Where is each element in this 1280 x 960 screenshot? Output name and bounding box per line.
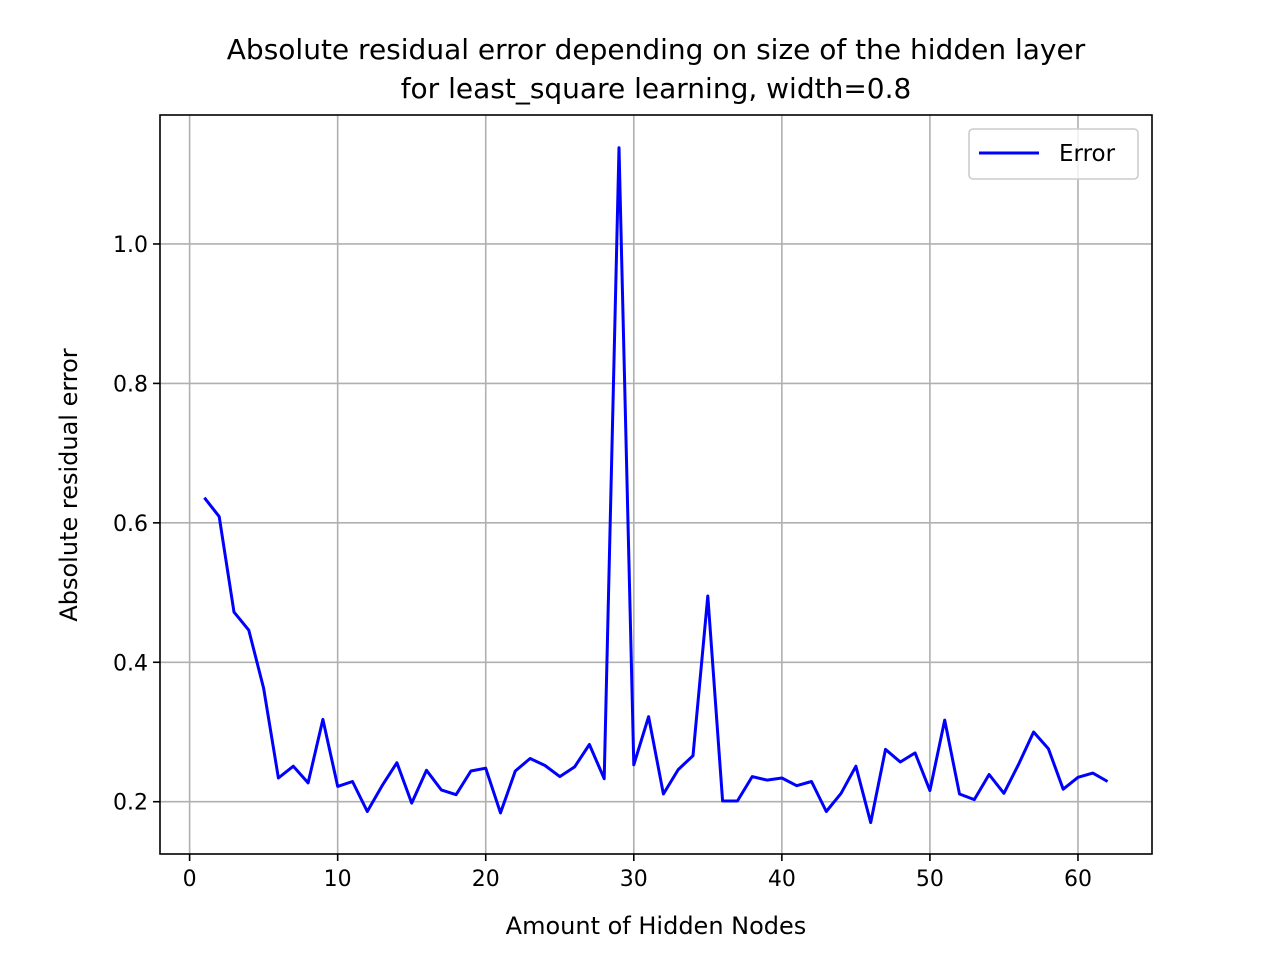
x-tick-label: 50 [916,867,944,892]
x-tick-label: 30 [620,867,648,892]
x-tick-label: 0 [183,867,197,892]
legend-box [968,128,1139,180]
y-axis: 0.2 0.4 0.6 0.8 1.0 [113,233,160,816]
plot-frame [159,114,1153,855]
y-tick-label: 0.2 [113,791,148,816]
y-tick-label: 0.8 [113,372,148,397]
grid [160,115,1152,854]
series-layer [203,146,1109,825]
series-line-error [203,146,1109,825]
x-tick-label: 10 [324,867,352,892]
x-axis-label: Amount of Hidden Nodes [506,912,807,940]
x-tick-label: 60 [1064,867,1092,892]
y-tick-label: 0.4 [113,651,148,676]
y-tick-label: 0.6 [113,512,148,537]
legend-label-error: Error [1059,141,1116,167]
y-axis-label: Absolute residual error [55,348,83,621]
chart-subtitle: for least_square learning, width=0.8 [401,72,912,105]
x-axis: 0 10 20 30 40 50 60 [183,854,1092,892]
x-tick-label: 40 [768,867,796,892]
x-tick-label: 20 [472,867,500,892]
chart-title: Absolute residual error depending on siz… [227,33,1086,66]
legend: Error [968,128,1139,180]
y-tick-label: 1.0 [113,233,148,258]
